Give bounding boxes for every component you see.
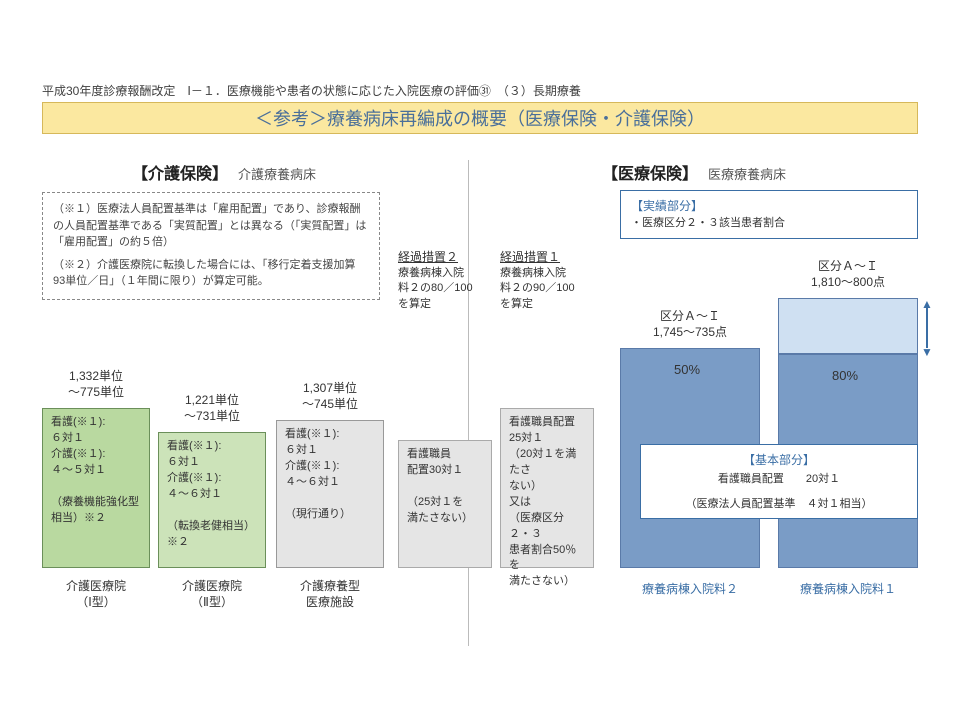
bar-label: 区分Ａ～Ｉ1,810～800点 xyxy=(778,258,918,290)
column-bottom-label: 介護医療院（Ⅱ型） xyxy=(158,578,266,610)
keika-sub: 療養病棟入院料２の90／100を算定 xyxy=(500,266,594,312)
title-text: ＜参考＞療養病床再編成の概要（医療保険・介護保険） xyxy=(255,105,705,131)
keika-sub: 療養病棟入院料２の80／100を算定 xyxy=(398,266,492,312)
column-bottom-label: 介護療養型医療施設 xyxy=(276,578,384,610)
unit-label: 1,332単位～775単位 xyxy=(42,368,150,400)
note-box: （※１）医療法人員配置基準は「雇用配置」であり、診療報酬の人員配置基準である「実… xyxy=(42,192,380,300)
keika-title: 経過措置１ xyxy=(500,248,560,265)
basic-box: 【基本部分】 看護職員配置 20対１ （医療法人員配置基準 ４対１相当） xyxy=(640,444,918,519)
right-sub: 医療療養病床 xyxy=(708,164,786,183)
column-bottom-label: 介護医療院（Ⅰ型） xyxy=(42,578,150,610)
care-column-box: 看護(※１):６対１介護(※１):４～５対１（療養機能強化型相当）※２ xyxy=(42,408,150,568)
basic-title: 【基本部分】 xyxy=(651,451,907,469)
note-2: （※２）介護医療院に転換した場合には、「移行定着支援加算 93単位／日」（１年間… xyxy=(53,257,369,290)
basic-line2: （医療法人員配置基準 ４対１相当） xyxy=(651,496,907,513)
gray-criteria-box: 看護職員配置25対１（20対１を満たさない）又は（医療区分２・３患者割合50％を… xyxy=(500,408,594,568)
gray-criteria-box: 看護職員配置30対１（25対１を満たさない） xyxy=(398,440,492,568)
note-1: （※１）医療法人員配置基準は「雇用配置」であり、診療報酬の人員配置基準である「実… xyxy=(53,201,369,251)
bar-segment-light xyxy=(778,298,918,354)
title-bar: ＜参考＞療養病床再編成の概要（医療保険・介護保険） xyxy=(42,102,918,134)
care-column-box: 看護(※１):６対１介護(※１):４～６対１（転換老健相当）※２ xyxy=(158,432,266,568)
unit-label: 1,307単位～745単位 xyxy=(276,380,384,412)
bar-label: 区分Ａ～Ｉ1,745～735点 xyxy=(620,308,760,340)
bar-percent: 80% xyxy=(832,368,858,383)
left-heading: 【介護保険】 xyxy=(132,160,228,184)
unit-label: 1,221単位～731単位 xyxy=(158,392,266,424)
basic-line1: 看護職員配置 20対１ xyxy=(651,471,907,488)
performance-box: 【実績部分】 ・医療区分２・３該当患者割合 xyxy=(620,190,918,239)
right-heading: 【医療保険】 xyxy=(602,160,698,184)
page-header: 平成30年度診療報酬改定 Ⅰ－１．医療機能や患者の状態に応じた入院医療の評価㉛ … xyxy=(42,82,581,99)
range-arrow-icon: ▲▼ xyxy=(920,300,934,356)
divider xyxy=(468,160,469,646)
left-sub: 介護療養病床 xyxy=(238,164,316,183)
bar-bottom-label: 療養病棟入院料２ xyxy=(620,580,760,597)
bar-percent: 50% xyxy=(674,362,700,377)
performance-title: 【実績部分】 xyxy=(631,197,907,215)
care-column-box: 看護(※１):６対１介護(※１):４～６対１（現行通り） xyxy=(276,420,384,568)
performance-line: ・医療区分２・３該当患者割合 xyxy=(631,215,907,232)
keika-title: 経過措置２ xyxy=(398,248,458,265)
bar-bottom-label: 療養病棟入院料１ xyxy=(778,580,918,597)
